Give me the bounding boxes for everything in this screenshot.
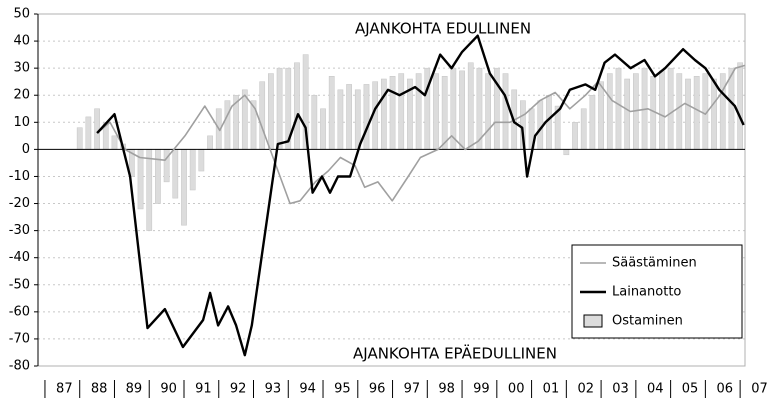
bar: [163, 149, 170, 183]
x-tick-label: 90: [160, 382, 177, 397]
y-tick-label: -60: [9, 304, 30, 319]
bar: [685, 78, 691, 150]
y-tick-label: -70: [9, 331, 30, 346]
bar: [328, 76, 335, 150]
x-tick-label: 97: [404, 382, 421, 397]
bar: [398, 73, 405, 150]
y-tick-label: 10: [13, 115, 30, 130]
bar: [459, 70, 465, 150]
x-tick-label: 01: [543, 382, 560, 397]
x-tick-label: 87: [56, 382, 73, 397]
x-tick-label: 05: [682, 382, 699, 397]
bar: [711, 78, 717, 150]
y-tick-label: -40: [9, 250, 30, 265]
y-tick-label: 40: [13, 34, 30, 49]
bar: [572, 122, 578, 150]
bar: [502, 73, 509, 150]
bar: [737, 62, 743, 150]
bar: [276, 67, 283, 150]
bar: [181, 149, 187, 226]
bar: [433, 73, 439, 150]
bar: [485, 73, 491, 150]
bar: [146, 149, 153, 231]
line-series: [96, 34, 745, 357]
bar: [467, 62, 474, 150]
x-tick-label: 00: [508, 382, 525, 397]
bar: [207, 135, 213, 150]
bar: [346, 84, 352, 150]
bar: [676, 73, 683, 150]
y-tick-label: -80: [9, 359, 30, 374]
annotation: AJANKOHTA EPÄEDULLINEN: [353, 344, 557, 363]
bar: [172, 149, 179, 199]
y-tick-label: -10: [9, 169, 30, 184]
bar: [606, 73, 613, 150]
x-tick-label: 99: [473, 382, 490, 397]
bar: [580, 108, 587, 150]
x-tick-label: 04: [647, 382, 664, 397]
bar: [337, 89, 344, 150]
y-tick-label: -20: [9, 196, 30, 211]
bar: [719, 73, 726, 150]
bar: [563, 149, 570, 156]
bar: [589, 94, 596, 150]
bar: [667, 67, 674, 150]
x-tick-label: 88: [91, 382, 108, 397]
bar: [624, 78, 631, 150]
bar: [311, 94, 318, 150]
y-tick-label: 0: [22, 142, 30, 157]
y-tick-label: 30: [13, 61, 30, 76]
bar: [693, 76, 700, 150]
bar: [598, 81, 604, 150]
bar: [268, 73, 274, 150]
y-tick-label: 20: [13, 88, 30, 103]
x-tick-label: 95: [334, 382, 351, 397]
bar: [111, 135, 118, 150]
annotation: AJANKOHTA EDULLINEN: [355, 20, 531, 38]
bar: [424, 67, 431, 150]
x-tick-label: 92: [230, 382, 247, 397]
y-tick-label: -30: [9, 223, 30, 238]
bar: [389, 76, 396, 150]
x-tick-label: 94: [299, 382, 316, 397]
y-tick-label: 50: [13, 7, 30, 22]
bar: [615, 67, 622, 150]
x-tick-label: 89: [126, 382, 143, 397]
x-tick-label: 03: [612, 382, 629, 397]
bar: [259, 81, 266, 150]
legend-label: Säästäminen: [612, 256, 697, 271]
x-tick-label: 06: [716, 382, 733, 397]
legend-label: Ostaminen: [612, 314, 683, 329]
x-tick-label: 91: [195, 382, 212, 397]
bar: [320, 108, 326, 150]
bar: [441, 76, 448, 150]
bar: [189, 149, 196, 191]
x-tick-label: 02: [577, 382, 594, 397]
bar: [85, 116, 92, 150]
bar: [76, 127, 83, 150]
legend-swatch: [583, 314, 603, 328]
bar: [224, 100, 231, 150]
bar: [155, 149, 161, 204]
bar: [415, 73, 422, 150]
x-tick-label: 07: [751, 382, 768, 397]
bar: [94, 108, 100, 150]
x-tick-label: 96: [369, 382, 386, 397]
bar: [380, 78, 387, 150]
bar: [363, 84, 370, 150]
y-tick-label: -50: [9, 277, 30, 292]
legend-label: Lainanotto: [612, 285, 681, 300]
bar: [728, 67, 735, 150]
bar: [659, 70, 665, 150]
line-series: [96, 64, 746, 205]
x-tick-label: 98: [438, 382, 455, 397]
bar: [198, 149, 205, 172]
bar: [354, 89, 361, 150]
x-tick-label: 93: [265, 382, 282, 397]
bar: [294, 62, 300, 150]
